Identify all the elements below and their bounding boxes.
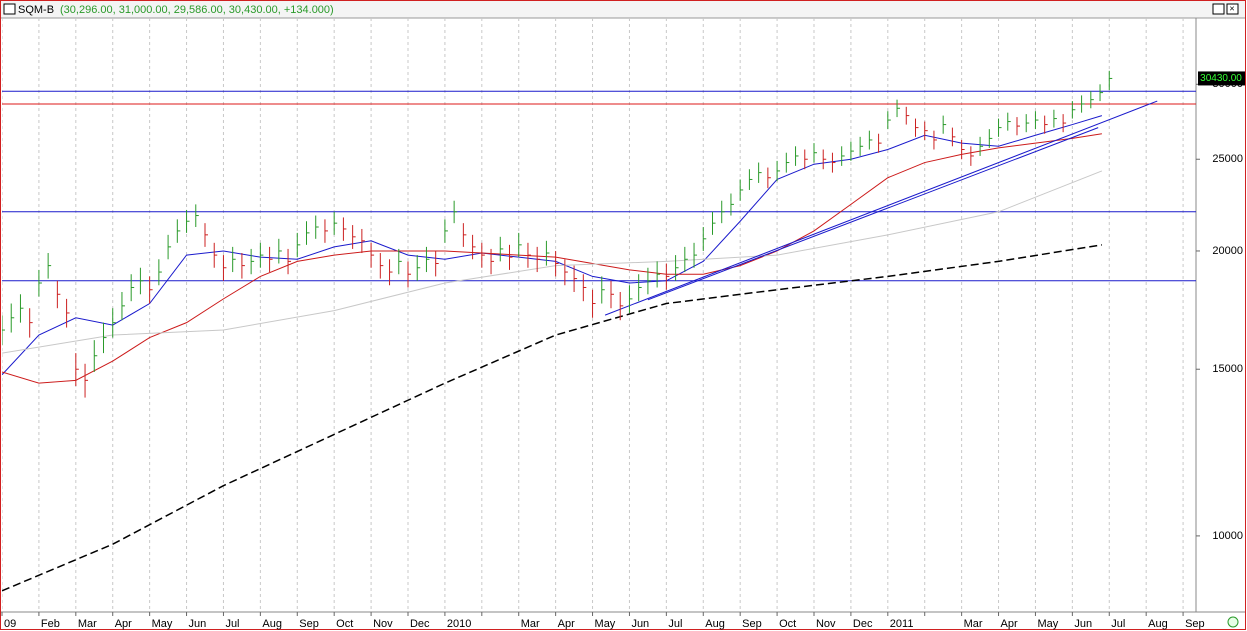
x-tick-label: Mar: [521, 618, 540, 630]
restore-button[interactable]: [1212, 3, 1225, 15]
x-tick-label: 2011: [890, 618, 914, 630]
x-tick-label: Feb: [41, 618, 60, 630]
x-tick-label: May: [1037, 618, 1058, 630]
x-tick-label: Jul: [668, 618, 682, 630]
x-tick-label: Sep: [742, 618, 762, 630]
x-tick-label: Jul: [225, 618, 239, 630]
symbol: SQM-B: [18, 4, 54, 16]
title-bar: [1, 1, 1245, 18]
x-tick-label: Nov: [373, 618, 393, 630]
x-tick-label: Jul: [1111, 618, 1125, 630]
close-button[interactable]: [1226, 3, 1239, 15]
plot-area: [2, 18, 1196, 612]
y-tick-label: 20000: [1212, 245, 1243, 257]
close-glyph: ×: [1229, 3, 1234, 13]
x-tick-label: Mar: [964, 618, 983, 630]
x-tick-label: Dec: [410, 618, 430, 630]
x-tick-label: Aug: [262, 618, 282, 630]
last-price-label: 30430.00: [1200, 73, 1242, 84]
x-tick-label: Jun: [631, 618, 649, 630]
y-tick-label: 25000: [1212, 153, 1243, 165]
quote: (30,296.00, 31,000.00, 29,586.00, 30,430…: [60, 4, 334, 16]
x-tick-label: Oct: [779, 618, 796, 630]
x-tick-label: Mar: [78, 618, 97, 630]
y-tick-label: 15000: [1212, 363, 1243, 375]
trend-line: [647, 127, 1099, 301]
x-tick-label: Nov: [816, 618, 836, 630]
x-tick-label: Sep: [299, 618, 319, 630]
moving-average: [2, 244, 1103, 592]
last-price-tag: [1198, 71, 1245, 86]
x-tick-label: May: [152, 618, 173, 630]
x-tick-label: 09: [4, 618, 16, 630]
x-tick-label: May: [595, 618, 616, 630]
x-tick-label: Dec: [853, 618, 873, 630]
x-tick-label: 2010: [447, 618, 471, 630]
x-tick-label: Oct: [336, 618, 353, 630]
window-icon[interactable]: [3, 3, 16, 15]
x-tick-label: Jun: [1074, 618, 1092, 630]
y-tick-label: 10000: [1212, 530, 1243, 542]
x-tick-label: Aug: [705, 618, 725, 630]
x-tick-label: Jun: [189, 618, 207, 630]
trend-line: [604, 100, 1158, 316]
x-tick-label: Aug: [1148, 618, 1168, 630]
status-icon[interactable]: [1227, 616, 1239, 628]
x-tick-label: Apr: [1001, 618, 1018, 630]
x-tick-label: Apr: [115, 618, 132, 630]
x-tick-label: Sep: [1185, 618, 1205, 630]
x-tick-label: Apr: [558, 618, 575, 630]
